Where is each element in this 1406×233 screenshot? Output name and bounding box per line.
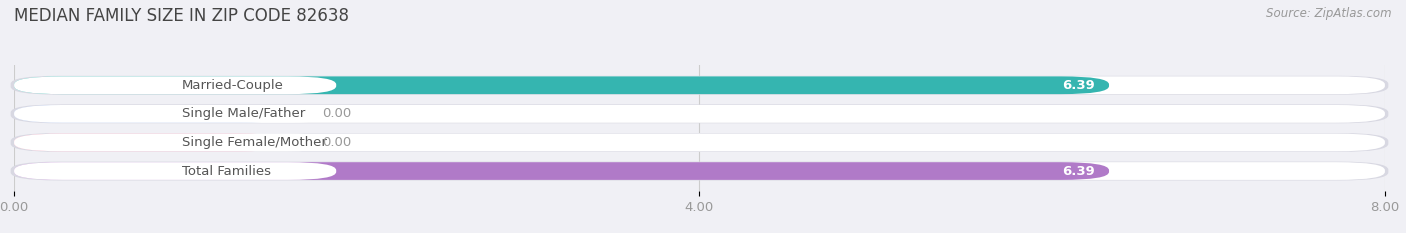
Text: 0.00: 0.00 (322, 107, 352, 120)
FancyBboxPatch shape (14, 76, 1385, 94)
FancyBboxPatch shape (14, 134, 288, 151)
FancyBboxPatch shape (14, 162, 1385, 180)
FancyBboxPatch shape (14, 105, 1385, 123)
FancyBboxPatch shape (14, 105, 336, 123)
Text: Source: ZipAtlas.com: Source: ZipAtlas.com (1267, 7, 1392, 20)
Text: Total Families: Total Families (181, 164, 270, 178)
FancyBboxPatch shape (11, 104, 1388, 123)
FancyBboxPatch shape (11, 162, 1388, 181)
Text: 6.39: 6.39 (1063, 79, 1095, 92)
Text: MEDIAN FAMILY SIZE IN ZIP CODE 82638: MEDIAN FAMILY SIZE IN ZIP CODE 82638 (14, 7, 349, 25)
Text: Single Male/Father: Single Male/Father (181, 107, 305, 120)
FancyBboxPatch shape (14, 134, 336, 151)
FancyBboxPatch shape (14, 134, 1385, 151)
FancyBboxPatch shape (11, 133, 1388, 152)
FancyBboxPatch shape (14, 105, 288, 123)
FancyBboxPatch shape (14, 76, 1109, 94)
Text: 6.39: 6.39 (1063, 164, 1095, 178)
Text: Single Female/Mother: Single Female/Mother (181, 136, 326, 149)
Text: 0.00: 0.00 (322, 136, 352, 149)
FancyBboxPatch shape (11, 76, 1388, 95)
FancyBboxPatch shape (14, 162, 1109, 180)
FancyBboxPatch shape (14, 162, 336, 180)
FancyBboxPatch shape (14, 76, 336, 94)
Text: Married-Couple: Married-Couple (181, 79, 284, 92)
